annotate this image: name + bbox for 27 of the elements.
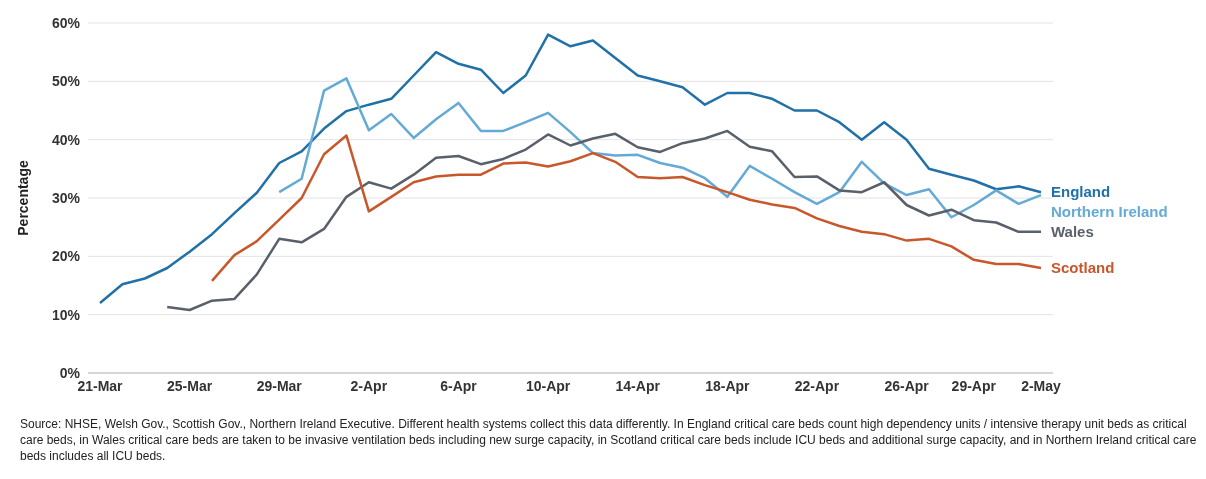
series-label: Wales bbox=[1051, 223, 1094, 241]
x-tick-label: 2-May bbox=[1021, 377, 1062, 394]
x-tick-label: 2-Apr bbox=[350, 377, 388, 394]
y-tick-label: 40% bbox=[51, 131, 81, 148]
x-tick-label: 14-Apr bbox=[615, 377, 661, 394]
y-axis-title: Percentage bbox=[14, 160, 31, 236]
x-tick-label: 6-Apr bbox=[440, 377, 478, 394]
x-tick-label: 25-Mar bbox=[167, 377, 213, 394]
x-tick-label: 26-Apr bbox=[884, 377, 930, 394]
x-tick-label: 29-Apr bbox=[951, 377, 997, 394]
line-series bbox=[210, 134, 1043, 283]
line-series bbox=[165, 129, 1043, 312]
line-series bbox=[277, 77, 1043, 219]
y-tick-label: 10% bbox=[51, 306, 81, 323]
line-series bbox=[98, 33, 1043, 305]
source-note: Source: NHSE, Welsh Gov., Scottish Gov., Northern Ireland Executive. Different health systems collect this data differently. In England critical care beds count high dependency units / intensive therapy unit beds as critical care beds, in Wales critical care beds are taken to be invasive ventilation beds including new surge capacity, in Scotland critical care beds include ICU beds and additional surge capacity, and in Northern Ireland critical care beds includes all ICU beds. bbox=[19, 416, 1198, 464]
y-tick-label: 20% bbox=[51, 248, 81, 265]
x-tick-label: 29-Mar bbox=[256, 377, 303, 394]
series-label: Northern Ireland bbox=[1051, 203, 1168, 221]
y-tick-label: 50% bbox=[51, 73, 81, 90]
series-label: England bbox=[1051, 183, 1111, 201]
x-tick-label: 18-Apr bbox=[705, 377, 751, 394]
y-tick-label: 60% bbox=[51, 14, 81, 31]
y-tick-label: 30% bbox=[51, 189, 81, 206]
x-tick-label: 10-Apr bbox=[525, 377, 571, 394]
x-tick-label: 22-Apr bbox=[794, 377, 840, 394]
series-label: Scotland bbox=[1051, 259, 1115, 277]
